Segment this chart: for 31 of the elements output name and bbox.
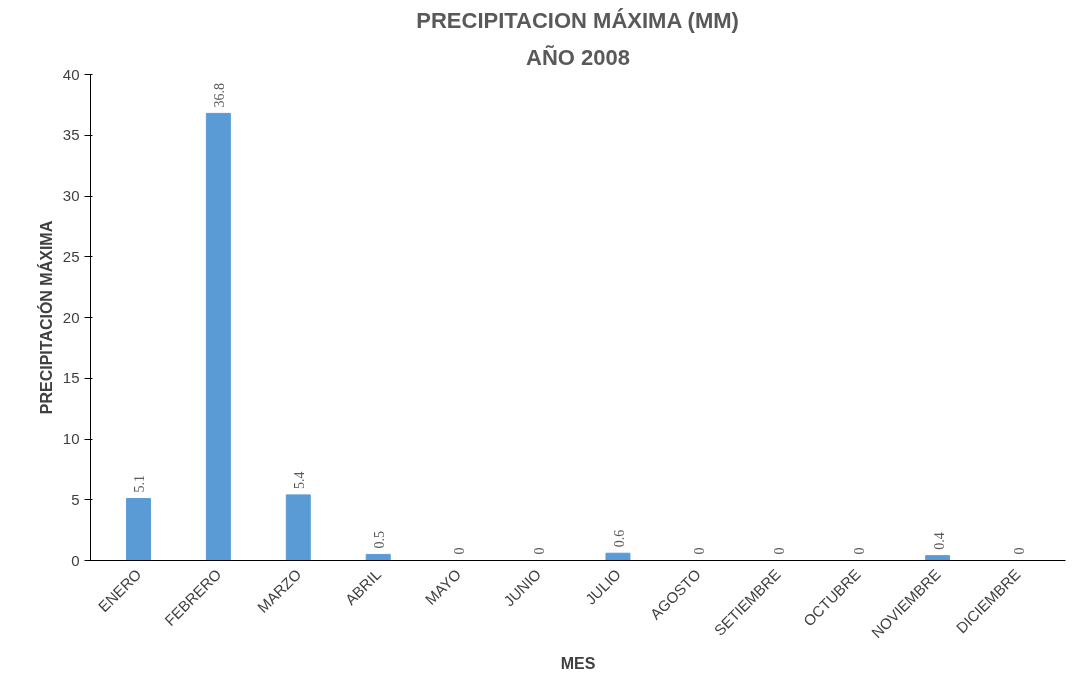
x-axis-title: MES	[560, 655, 596, 673]
y-tick-label: 35	[62, 126, 80, 144]
bar	[605, 552, 631, 561]
y-tick-label: 5	[71, 490, 80, 508]
bar	[125, 498, 151, 561]
y-tick-label: 25	[62, 247, 80, 265]
bar	[285, 494, 311, 561]
bar	[205, 112, 231, 561]
data-label: 0	[1011, 547, 1027, 555]
data-label: 0	[771, 547, 787, 555]
y-tick-label: 10	[62, 430, 80, 447]
data-label: 0.4	[931, 532, 947, 550]
y-tick-label: 20	[62, 308, 80, 326]
data-label: 0	[691, 547, 707, 555]
chart-subtitle: AÑO 2008	[526, 44, 630, 70]
y-tick-label: 40	[62, 65, 80, 83]
bar	[365, 553, 391, 561]
data-label: 5.4	[292, 471, 308, 489]
y-tick-label: 0	[71, 551, 80, 569]
chart-title: PRECIPITACION MÁXIMA (MM)	[416, 7, 739, 33]
y-tick-label: 30	[62, 187, 80, 204]
data-label: 0	[851, 547, 867, 555]
data-label: 5.1	[132, 475, 148, 493]
data-label: 0	[532, 547, 548, 555]
data-label: 0.5	[372, 530, 388, 549]
data-label: 0	[452, 547, 468, 555]
y-tick-label: 15	[62, 369, 80, 387]
bar	[925, 555, 951, 561]
data-label: 0.6	[611, 529, 627, 548]
y-axis-title: PRECIPITACIÓN MÁXIMA	[36, 220, 55, 415]
data-label: 36.8	[212, 82, 228, 108]
